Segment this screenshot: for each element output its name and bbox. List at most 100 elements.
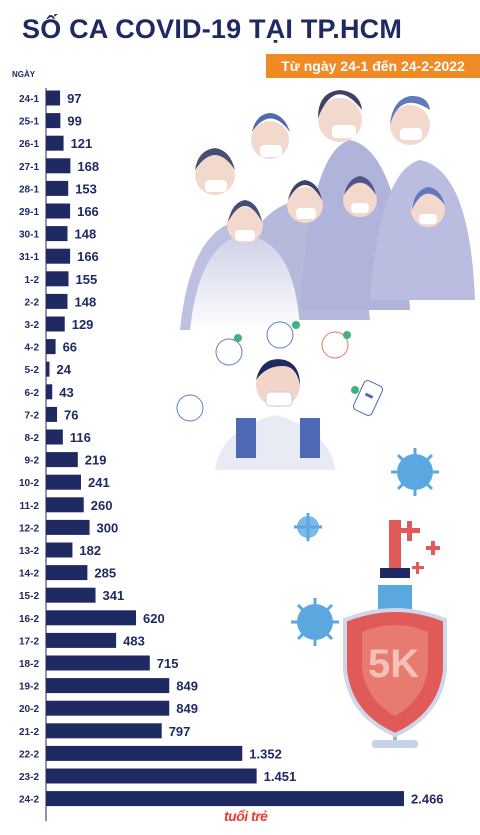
category-label: 12-2 bbox=[19, 523, 39, 534]
category-label: 24-2 bbox=[19, 795, 39, 806]
category-label: 18-2 bbox=[19, 659, 39, 670]
category-label: 21-2 bbox=[19, 727, 39, 738]
value-label: 155 bbox=[76, 272, 98, 287]
category-label: 30-1 bbox=[19, 230, 39, 241]
category-label: 10-2 bbox=[19, 478, 39, 489]
bar bbox=[46, 791, 404, 807]
bar bbox=[46, 180, 69, 196]
bar bbox=[46, 203, 71, 219]
page-title: SỐ CA COVID-19 TẠI TP.HCM bbox=[22, 14, 403, 44]
value-label: 43 bbox=[59, 385, 73, 400]
category-label: 15-2 bbox=[19, 591, 39, 602]
value-label: 1.352 bbox=[249, 746, 282, 761]
bar bbox=[46, 113, 61, 129]
bar bbox=[46, 542, 73, 558]
bar bbox=[46, 226, 68, 242]
category-label: 13-2 bbox=[19, 546, 39, 557]
value-label: 66 bbox=[63, 340, 77, 355]
bar bbox=[46, 632, 117, 648]
value-label: 121 bbox=[71, 136, 93, 151]
value-label: 182 bbox=[79, 543, 101, 558]
value-label: 341 bbox=[103, 588, 125, 603]
bar bbox=[46, 90, 61, 106]
doctor-icon bbox=[215, 359, 335, 470]
category-label: 23-2 bbox=[19, 772, 39, 783]
bar bbox=[46, 723, 162, 739]
category-label: 14-2 bbox=[19, 569, 39, 580]
bar bbox=[46, 768, 257, 784]
value-label: 76 bbox=[64, 407, 78, 422]
category-label: 6-2 bbox=[25, 388, 40, 399]
value-label: 153 bbox=[75, 181, 97, 196]
bar bbox=[46, 655, 150, 671]
bar bbox=[46, 610, 137, 626]
value-label: 715 bbox=[157, 656, 179, 671]
category-label: 27-1 bbox=[19, 162, 39, 173]
category-label: 24-1 bbox=[19, 94, 39, 105]
value-label: 116 bbox=[70, 430, 91, 445]
category-label: 17-2 bbox=[19, 636, 39, 647]
bar bbox=[46, 565, 88, 581]
bar bbox=[46, 271, 69, 287]
value-label: 148 bbox=[74, 227, 96, 242]
value-label: 168 bbox=[77, 159, 99, 174]
category-label: 8-2 bbox=[25, 433, 40, 444]
bar bbox=[46, 406, 58, 422]
category-label: 1-2 bbox=[25, 275, 40, 286]
value-label: 620 bbox=[143, 611, 165, 626]
value-label: 166 bbox=[77, 249, 99, 264]
people-with-masks-icon bbox=[180, 90, 475, 330]
value-label: 166 bbox=[77, 204, 99, 219]
category-label: 16-2 bbox=[19, 614, 39, 625]
value-label: 285 bbox=[94, 566, 116, 581]
bar bbox=[46, 678, 170, 694]
tuoi-tre-logo: tuổi trẻ bbox=[224, 808, 268, 824]
check-icon bbox=[176, 321, 359, 422]
bar bbox=[46, 519, 90, 535]
bar bbox=[46, 293, 68, 309]
value-label: 1.451 bbox=[264, 769, 297, 784]
shield-label: 5K bbox=[368, 642, 420, 686]
value-label: 129 bbox=[72, 317, 94, 332]
category-label: 29-1 bbox=[19, 207, 39, 218]
category-label: 7-2 bbox=[25, 410, 40, 421]
bar bbox=[46, 700, 170, 716]
bar bbox=[46, 429, 63, 445]
category-label: 5-2 bbox=[25, 365, 40, 376]
category-label: 31-1 bbox=[19, 252, 39, 263]
value-label: 24 bbox=[56, 362, 71, 377]
value-label: 219 bbox=[85, 453, 107, 468]
shield-icon bbox=[343, 608, 447, 738]
category-label: 3-2 bbox=[25, 320, 40, 331]
value-label: 2.466 bbox=[411, 792, 444, 807]
value-label: 849 bbox=[176, 679, 198, 694]
category-label: 4-2 bbox=[25, 343, 40, 354]
bar bbox=[46, 452, 78, 468]
value-label: 483 bbox=[123, 633, 145, 648]
bar bbox=[46, 474, 81, 490]
bar bbox=[46, 587, 96, 603]
value-label: 97 bbox=[67, 91, 81, 106]
bar bbox=[46, 384, 53, 400]
phone-health-icon bbox=[352, 380, 384, 416]
category-label: 20-2 bbox=[19, 704, 39, 715]
axis-title: NGÀY bbox=[12, 70, 36, 79]
category-label: 25-1 bbox=[19, 117, 39, 128]
virus-icon bbox=[291, 448, 439, 646]
value-label: 148 bbox=[74, 294, 96, 309]
value-label: 241 bbox=[88, 475, 110, 490]
bar bbox=[46, 158, 71, 174]
value-label: 99 bbox=[67, 114, 81, 129]
category-label: 26-1 bbox=[19, 139, 39, 150]
bar bbox=[46, 361, 50, 377]
bar bbox=[46, 316, 65, 332]
date-range-badge: Từ ngày 24-1 đến 24-2-2022 bbox=[266, 54, 480, 78]
category-label: 28-1 bbox=[19, 184, 39, 195]
category-label: 9-2 bbox=[25, 456, 40, 467]
bar bbox=[46, 745, 243, 761]
value-label: 797 bbox=[169, 724, 191, 739]
value-label: 300 bbox=[97, 520, 119, 535]
category-label: 11-2 bbox=[20, 501, 40, 512]
